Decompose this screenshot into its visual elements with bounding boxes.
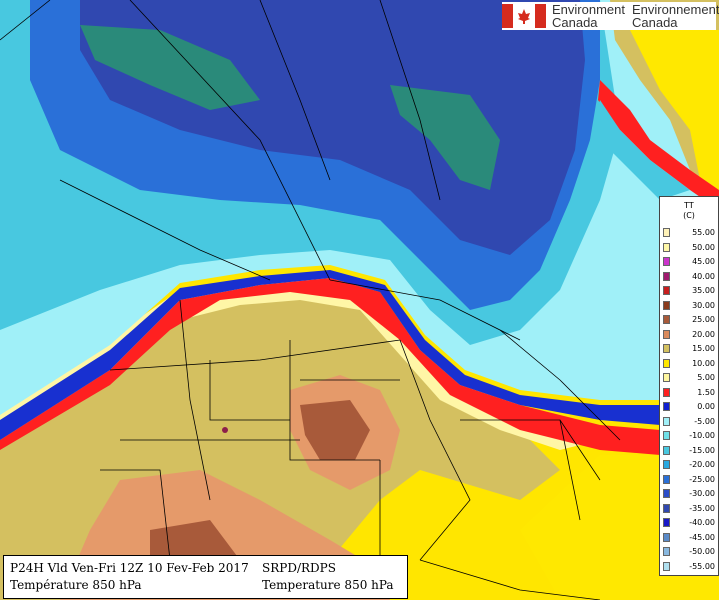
legend-label: 1.50	[697, 387, 715, 397]
legend-swatch	[663, 489, 670, 498]
legend-swatch	[663, 402, 670, 411]
legend-swatch	[663, 460, 670, 469]
legend-swatch	[663, 358, 670, 368]
legend-item: -25.00	[663, 474, 717, 485]
legend-item: -45.00	[663, 532, 717, 543]
legend-item: 25.00	[663, 314, 717, 325]
legend-swatch	[663, 228, 670, 237]
legend-label: -5.00	[694, 416, 715, 426]
legend-item: 50.00	[663, 242, 717, 253]
legend-item: 0.00	[663, 401, 717, 412]
brand-text-canada-fr: Canada	[632, 15, 678, 30]
legend-label: -45.00	[689, 532, 715, 542]
legend-label: -20.00	[689, 460, 715, 469]
legend-item: 10.00	[663, 358, 717, 369]
legend-item: -5.00	[663, 416, 717, 427]
legend-label: 5.00	[697, 373, 715, 382]
legend-label: -55.00	[689, 561, 715, 571]
legend-item: -15.00	[663, 445, 717, 456]
legend-title-tt: TT	[684, 201, 694, 210]
legend-swatch	[663, 416, 670, 426]
legend-item: -40.00	[663, 517, 717, 528]
legend-item: -10.00	[663, 430, 717, 441]
legend-swatch	[663, 286, 670, 295]
legend-label: 50.00	[692, 242, 715, 252]
legend-item: 35.00	[663, 285, 717, 296]
legend-title-unit: (C)	[683, 211, 695, 220]
valid-time-label: P24H Vld Ven-Fri 12Z 10 Fev-Feb 2017	[10, 561, 249, 575]
legend-swatch	[663, 503, 670, 513]
legend-label: -50.00	[689, 547, 715, 556]
field-label-en: Temperature 850 hPa	[262, 578, 394, 592]
model-label: SRPD/RDPS	[262, 561, 336, 575]
legend-swatch	[663, 329, 670, 339]
legend-label: -40.00	[689, 518, 715, 527]
map-info-box: P24H Vld Ven-Fri 12Z 10 Fev-Feb 2017 Tem…	[3, 555, 408, 599]
legend-swatch	[663, 373, 670, 382]
legend-swatch	[663, 242, 670, 252]
legend-swatch	[663, 474, 670, 484]
legend-item: 40.00	[663, 271, 717, 282]
legend-label: 0.00	[697, 402, 715, 411]
legend-label: -35.00	[689, 503, 715, 513]
legend-item: 30.00	[663, 300, 717, 311]
legend-item: 20.00	[663, 329, 717, 340]
legend-item: -50.00	[663, 546, 717, 557]
legend-label: 15.00	[692, 344, 715, 353]
legend-swatch	[663, 387, 670, 397]
legend-label: 35.00	[692, 286, 715, 295]
legend-item: -55.00	[663, 561, 717, 572]
legend-label: -30.00	[689, 489, 715, 498]
temperature-legend: TT (C) 55.00 50.00 45.00 40.00 35.00 30.00 25.…	[659, 196, 719, 576]
legend-item: 1.50	[663, 387, 717, 398]
environment-canada-logo: Environment Canada Environnement Canada	[502, 2, 719, 30]
legend-swatch	[663, 518, 670, 527]
legend-label: 10.00	[692, 358, 715, 368]
legend-label: 45.00	[692, 257, 715, 266]
legend-label: -25.00	[689, 474, 715, 484]
legend-swatch	[663, 547, 670, 556]
legend-item: -20.00	[663, 459, 717, 470]
legend-item: -35.00	[663, 503, 717, 514]
legend-label: 40.00	[692, 271, 715, 281]
legend-item: -30.00	[663, 488, 717, 499]
legend-label: 25.00	[692, 315, 715, 324]
legend-item: 45.00	[663, 256, 717, 267]
brand-text-environment: Environment	[552, 2, 625, 17]
brand-text-canada: Canada	[552, 15, 598, 30]
legend-label: 30.00	[692, 300, 715, 310]
canada-flag-icon	[502, 4, 546, 28]
legend-swatch	[663, 445, 670, 455]
legend-item: 15.00	[663, 343, 717, 354]
legend-swatch	[663, 344, 670, 353]
legend-swatch	[663, 300, 670, 310]
legend-swatch	[663, 532, 670, 542]
brand-text-environnement: Environnement	[632, 2, 719, 17]
legend-swatch	[663, 257, 670, 266]
legend-swatch	[663, 561, 670, 571]
field-label-fr: Température 850 hPa	[10, 578, 142, 592]
legend-swatch	[663, 315, 670, 324]
legend-label: 20.00	[692, 329, 715, 339]
legend-swatch	[663, 431, 670, 440]
legend-item: 55.00	[663, 227, 717, 238]
legend-label: -10.00	[689, 431, 715, 440]
legend-item: 5.00	[663, 372, 717, 383]
legend-label: 55.00	[692, 228, 715, 237]
legend-label: -15.00	[689, 445, 715, 455]
legend-swatch	[663, 271, 670, 281]
